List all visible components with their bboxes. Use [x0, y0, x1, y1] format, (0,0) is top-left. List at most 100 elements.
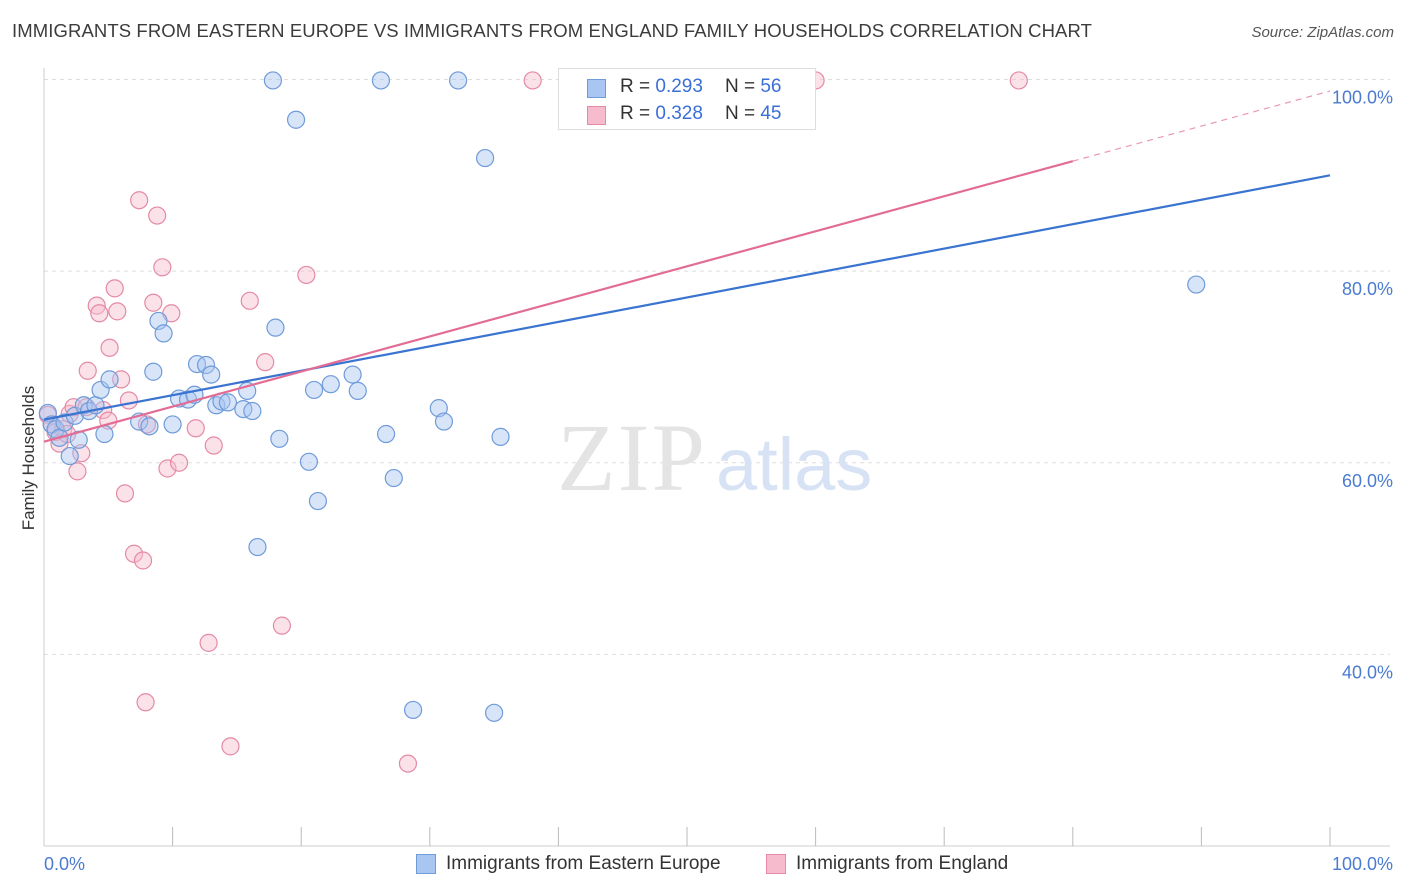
x-axis-ticks	[172, 827, 1331, 846]
series-eastern-europe-points	[38, 71, 1206, 722]
eastern-europe-point	[448, 71, 468, 90]
source-credit: Source: ZipAtlas.com	[1251, 24, 1394, 41]
eastern-europe-point	[60, 446, 79, 466]
england-swatch	[587, 106, 606, 125]
england-point	[169, 453, 189, 472]
eastern-europe-point	[140, 417, 159, 436]
trend-line-england-extension	[1072, 90, 1331, 162]
england-point	[148, 206, 167, 225]
england-point	[144, 293, 163, 312]
eastern-europe-point	[491, 427, 510, 446]
eastern-europe-point	[308, 491, 328, 511]
y-axis-title: Family Households	[19, 386, 38, 531]
eastern-europe-point	[95, 424, 114, 444]
england-point	[115, 484, 135, 503]
england-point	[133, 551, 153, 570]
trend-line-eastern-europe	[43, 174, 1331, 421]
eastern-europe-point	[343, 365, 362, 384]
england-point	[221, 737, 240, 756]
axes	[43, 68, 1390, 847]
y-tick-label: 100.0%	[1332, 88, 1393, 108]
y-axis-tick-labels: 40.0% 60.0% 80.0% 100.0%	[1332, 88, 1393, 683]
eastern-europe-point	[196, 355, 216, 375]
n-label: N =	[724, 103, 756, 124]
england-point	[523, 71, 542, 90]
legend-label-england: Immigrants from England	[796, 853, 1009, 874]
england-point	[1009, 71, 1028, 90]
eastern-europe-point	[218, 393, 237, 412]
eastern-europe-point	[321, 375, 340, 394]
legend-swatch-eastern-europe	[416, 854, 436, 874]
england-point	[130, 191, 149, 210]
eastern-europe-point	[1187, 275, 1206, 294]
eastern-europe-point	[154, 324, 173, 343]
y-tick-label: 80.0%	[1342, 279, 1393, 299]
england-point	[158, 459, 177, 478]
chart-title: IMMIGRANTS FROM EASTERN EUROPE VS IMMIGR…	[12, 20, 1093, 41]
eastern-europe-point	[55, 413, 74, 432]
eastern-europe-point	[100, 370, 119, 389]
eastern-europe-point	[371, 71, 391, 90]
eastern-europe-point	[434, 412, 454, 431]
x-tick-label-min: 0.0%	[44, 854, 85, 874]
england-point	[108, 302, 127, 321]
eastern-europe-point	[248, 537, 267, 557]
england-point	[68, 462, 87, 481]
watermark-zip: ZIP	[557, 404, 707, 511]
legend-swatch-england	[766, 854, 786, 874]
series-england-points	[38, 71, 1028, 773]
x-tick-label-max: 100.0%	[1332, 854, 1393, 874]
england-point	[297, 265, 316, 285]
england-point	[78, 361, 97, 380]
eastern-europe-point	[376, 424, 396, 444]
r-value: 0.328	[655, 103, 703, 124]
eastern-europe-point	[485, 703, 504, 722]
legend-label-eastern-europe: Immigrants from Eastern Europe	[446, 853, 721, 874]
england-point	[272, 616, 292, 635]
r-label: R =	[620, 103, 651, 124]
england-point	[90, 304, 109, 323]
n-label: N =	[724, 76, 756, 97]
england-point	[199, 633, 218, 652]
eastern-europe-point	[299, 452, 319, 471]
eastern-europe-point	[243, 401, 262, 421]
england-point	[124, 544, 144, 563]
eastern-europe-point	[286, 110, 306, 129]
england-point	[119, 391, 138, 410]
r-value: 0.293	[655, 76, 703, 97]
england-point	[153, 258, 172, 277]
eastern-europe-point	[266, 318, 285, 337]
eastern-europe-point	[403, 700, 423, 720]
eastern-europe-point	[304, 380, 324, 400]
eastern-europe-point	[270, 429, 289, 448]
chart-legend: Immigrants from Eastern Europe Immigrant…	[0, 852, 1406, 878]
eastern-europe-point	[429, 399, 448, 418]
eastern-europe-swatch	[587, 79, 606, 98]
england-point	[398, 754, 418, 773]
eastern-europe-point	[144, 362, 163, 381]
y-tick-label: 60.0%	[1342, 471, 1393, 491]
england-point	[204, 436, 223, 455]
england-point	[256, 353, 275, 372]
eastern-europe-point	[163, 415, 182, 434]
eastern-europe-point	[475, 148, 495, 168]
trend-line-england	[43, 160, 1074, 443]
n-value: 45	[760, 103, 782, 124]
england-point	[136, 693, 155, 712]
trend-lines	[43, 90, 1331, 443]
eastern-europe-point	[384, 468, 403, 488]
grid-lines	[44, 79, 1390, 655]
y-tick-label: 40.0%	[1342, 662, 1393, 682]
eastern-europe-point	[91, 380, 110, 400]
watermark-atlas: atlas	[716, 423, 872, 506]
n-value: 56	[760, 76, 782, 97]
eastern-europe-point	[348, 381, 367, 400]
england-point	[105, 279, 124, 298]
x-axis-tick-labels: 0.0% 100.0%	[44, 854, 1393, 874]
watermark: ZIP atlas	[557, 404, 872, 511]
england-point	[240, 291, 259, 310]
stats-box: R = 0.293 N = 56 R = 0.328 N = 45	[558, 68, 816, 130]
eastern-europe-point	[202, 365, 221, 384]
england-point	[100, 338, 119, 357]
